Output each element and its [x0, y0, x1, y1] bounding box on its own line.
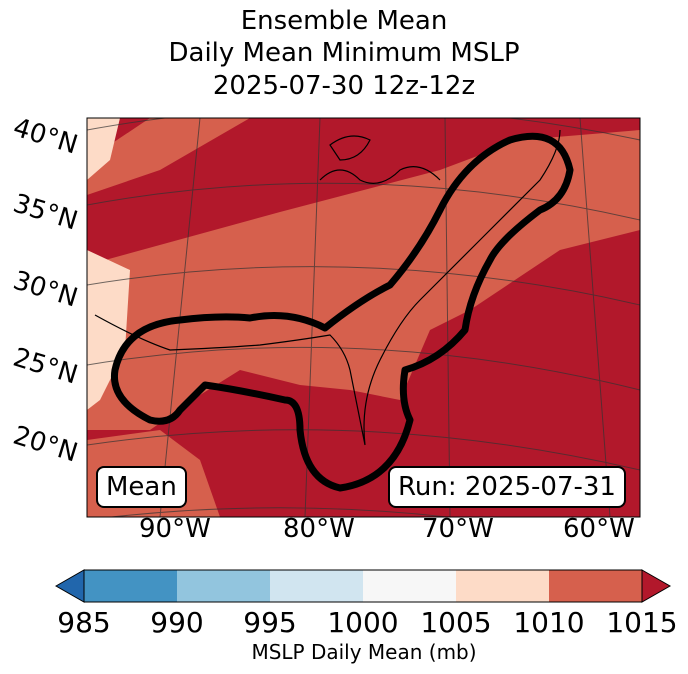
cbar-tick-995: 995: [243, 606, 297, 639]
title-line-1: Ensemble Mean: [240, 6, 448, 36]
lon-label-60w: 60°W: [563, 514, 635, 544]
lon-label-90w: 90°W: [139, 514, 211, 544]
field-light-west: [87, 250, 130, 410]
mean-label-box: Mean: [96, 466, 187, 508]
map-frame: [86, 117, 641, 518]
mean-contour-outline: [110, 132, 574, 492]
colorbar-bin-1005-1010: [456, 570, 549, 602]
cbar-tick-985: 985: [57, 606, 111, 639]
colorbar-bin-995-1000: [270, 570, 363, 602]
cbar-tick-1015: 1015: [606, 606, 678, 639]
field-mid-band: [87, 130, 640, 430]
cbar-tick-990: 990: [150, 606, 204, 639]
colorbar: [54, 569, 672, 603]
colorbar-bin-1010-1015: [549, 570, 642, 602]
colorbar-bin-1000-1005: [363, 570, 456, 602]
cbar-tick-1010: 1010: [513, 606, 585, 639]
pressure-map: [86, 117, 641, 518]
lon-label-80w: 80°W: [283, 514, 355, 544]
lon-label-70w: 70°W: [422, 514, 494, 544]
coastlines: [94, 129, 561, 446]
colorbar-bin-985-990: [84, 570, 177, 602]
colorbar-arrow-left: [54, 569, 85, 603]
title-line-2: Daily Mean Minimum MSLP: [168, 38, 520, 68]
field-mid-north: [87, 118, 250, 195]
colorbar-bin-990-995: [177, 570, 270, 602]
cbar-tick-1000: 1000: [327, 606, 399, 639]
colorbar-label: MSLP Daily Mean (mb): [251, 640, 477, 664]
colorbar-frame: [83, 569, 643, 603]
cbar-tick-1005: 1005: [420, 606, 492, 639]
mslp-field: [87, 118, 640, 517]
field-light-nw: [87, 118, 120, 180]
run-date-box: Run: 2025-07-31: [388, 466, 626, 508]
colorbar-arrow-right: [641, 569, 672, 603]
title-line-3: 2025-07-30 12z-12z: [212, 71, 476, 101]
